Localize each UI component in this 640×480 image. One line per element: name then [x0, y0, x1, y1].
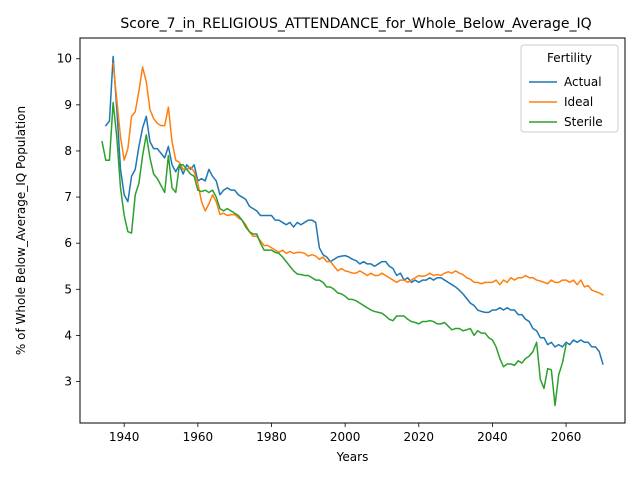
y-tick-label: 10	[57, 52, 72, 66]
legend-title: Fertility	[547, 51, 592, 65]
y-tick-label: 6	[64, 236, 72, 250]
y-tick-label: 9	[64, 98, 72, 112]
x-tick-label: 1980	[256, 430, 287, 444]
series-line-sterile	[101, 101, 567, 407]
y-tick-label: 7	[64, 190, 72, 204]
series-line-actual	[104, 55, 604, 365]
chart-title: Score_7_in_RELIGIOUS_ATTENDANCE_for_Whol…	[120, 16, 591, 32]
legend-label-actual: Actual	[564, 75, 602, 89]
x-tick-label: 2020	[404, 430, 435, 444]
y-tick-label: 4	[64, 328, 72, 342]
series-line-ideal	[112, 62, 604, 296]
x-tick-label: 1960	[183, 430, 214, 444]
legend-label-ideal: Ideal	[564, 95, 593, 109]
x-tick-label: 2000	[330, 430, 361, 444]
legend-items: Actual Ideal Sterile	[529, 75, 603, 129]
y-tick-label: 5	[64, 282, 72, 296]
x-tick-label: 2060	[551, 430, 582, 444]
legend: Fertility Actual Ideal Sterile	[520, 44, 619, 133]
x-tick-label: 1940	[109, 430, 140, 444]
x-tick-label: 2040	[477, 430, 508, 444]
x-axis: 1940 1960 1980 2000 2020 2040 2060	[109, 423, 581, 444]
y-axis-label: % of Whole Below_Average_IQ Population	[14, 106, 28, 355]
plot-frame	[79, 37, 626, 424]
legend-box	[520, 44, 619, 133]
series-layer	[101, 55, 604, 407]
y-axis: 3 4 5 6 7 8 9 10	[57, 52, 80, 389]
y-tick-label: 3	[64, 375, 72, 389]
plot-area	[79, 37, 626, 424]
legend-label-sterile: Sterile	[564, 115, 603, 129]
x-axis-label: Years	[336, 450, 369, 464]
y-tick-label: 8	[64, 144, 72, 158]
